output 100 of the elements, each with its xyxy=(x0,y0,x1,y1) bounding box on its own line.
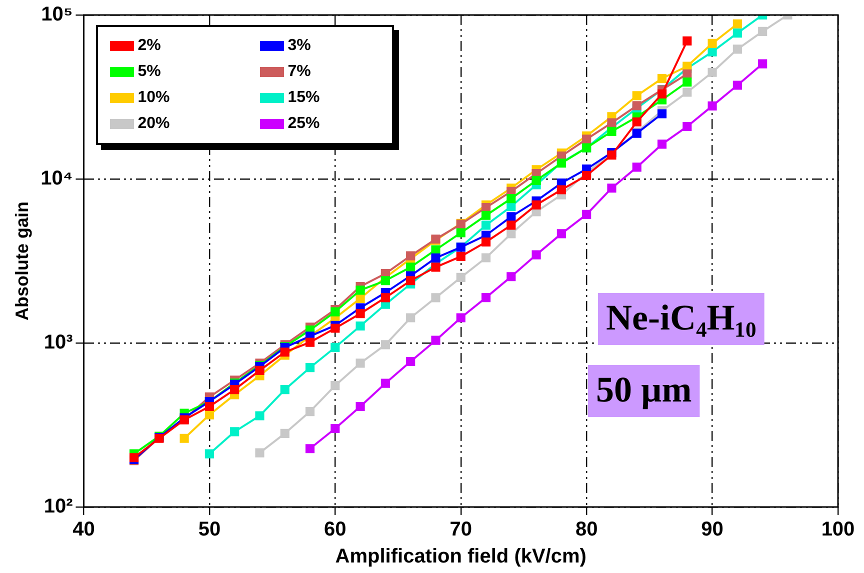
point xyxy=(556,185,566,194)
point xyxy=(607,118,616,128)
point xyxy=(506,212,516,222)
point xyxy=(532,250,541,260)
point xyxy=(280,385,290,394)
legend-label: 15% xyxy=(288,89,320,107)
point xyxy=(506,229,516,238)
legend-label: 3% xyxy=(288,37,311,55)
point xyxy=(632,117,642,126)
point xyxy=(330,342,340,352)
point xyxy=(356,358,365,368)
legend-label: 7% xyxy=(288,63,311,81)
legend-label: 2% xyxy=(138,37,161,55)
point xyxy=(305,407,315,416)
point xyxy=(356,286,365,295)
point xyxy=(708,101,717,110)
annotation: Ne-iC₄H₁₀ xyxy=(606,297,756,338)
point xyxy=(255,366,264,376)
point xyxy=(456,313,466,322)
point xyxy=(204,402,214,412)
x-tick-label: 70 xyxy=(450,518,472,541)
y-tick-label: 10⁴ xyxy=(40,168,73,190)
point xyxy=(732,80,742,90)
y-tick-label: 10² xyxy=(44,496,74,518)
point xyxy=(230,385,240,394)
point xyxy=(708,47,717,56)
point xyxy=(356,309,365,318)
point xyxy=(481,202,491,212)
point xyxy=(732,19,742,28)
point xyxy=(732,44,742,54)
point xyxy=(582,210,592,219)
point xyxy=(481,210,491,220)
point xyxy=(582,134,592,144)
point xyxy=(682,36,692,46)
point xyxy=(456,272,466,282)
x-tick-label: 60 xyxy=(324,518,346,541)
x-tick-label: 80 xyxy=(575,518,598,541)
point xyxy=(280,428,290,438)
point xyxy=(682,78,692,87)
point xyxy=(506,220,516,230)
point xyxy=(556,229,566,238)
x-tick-label: 50 xyxy=(198,518,221,541)
point xyxy=(431,336,440,345)
point xyxy=(330,424,340,434)
point xyxy=(330,324,340,333)
legend-label: 5% xyxy=(138,63,161,81)
point xyxy=(431,262,440,272)
point xyxy=(657,140,667,149)
point xyxy=(280,348,290,357)
point xyxy=(380,340,390,350)
point xyxy=(406,313,416,322)
point xyxy=(255,448,264,458)
point xyxy=(481,237,491,247)
point xyxy=(481,220,491,230)
point xyxy=(456,228,466,238)
point xyxy=(758,59,768,68)
point xyxy=(682,88,692,97)
point xyxy=(356,402,365,412)
point xyxy=(230,427,240,436)
x-tick-label: 90 xyxy=(701,518,724,541)
point xyxy=(356,294,365,303)
point xyxy=(506,202,516,212)
x-axis-title: Amplification field (kV/cm) xyxy=(335,546,586,568)
point xyxy=(431,245,440,254)
x-tick-label: 100 xyxy=(821,518,855,541)
point xyxy=(380,276,390,286)
point xyxy=(406,276,416,286)
point xyxy=(481,293,491,302)
point xyxy=(657,109,667,118)
point xyxy=(431,253,440,262)
point xyxy=(431,293,440,302)
point xyxy=(305,338,315,347)
point xyxy=(481,253,491,262)
annotation: 50 µm xyxy=(596,369,692,410)
point xyxy=(380,378,390,388)
point xyxy=(305,444,315,454)
legend-label: 10% xyxy=(138,89,170,107)
point xyxy=(204,449,214,458)
point xyxy=(607,126,616,136)
point xyxy=(506,272,516,282)
point xyxy=(406,356,416,366)
point xyxy=(506,194,516,204)
point xyxy=(682,122,692,132)
point xyxy=(356,321,365,331)
point xyxy=(255,411,264,420)
point xyxy=(708,38,717,48)
y-axis-title: Absolute gain xyxy=(12,201,32,321)
y-tick-label: 10⁵ xyxy=(41,4,73,26)
point xyxy=(532,176,541,185)
point xyxy=(330,381,340,390)
point xyxy=(305,363,315,372)
legend-label: 20% xyxy=(138,115,170,133)
point xyxy=(732,28,742,38)
point xyxy=(657,89,667,98)
point xyxy=(582,170,592,180)
point xyxy=(180,434,189,443)
point xyxy=(632,162,642,172)
point xyxy=(456,252,466,262)
y-tick-label: 10³ xyxy=(44,332,74,354)
x-tick-label: 40 xyxy=(72,518,95,541)
